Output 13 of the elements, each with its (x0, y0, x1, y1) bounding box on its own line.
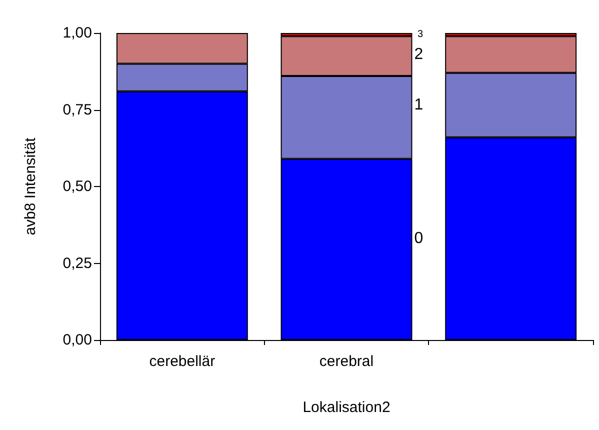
y-tick-label: 0,50 (62, 178, 92, 195)
x-tick-label: cerebral (319, 353, 374, 370)
x-axis-title: Lokalisation2 (302, 399, 390, 416)
y-tick-label: 1,00 (62, 24, 92, 42)
series-label: 0 (414, 230, 424, 248)
y-tick-label: 0,00 (62, 332, 92, 348)
y-axis-title: avb8 Intensität (22, 136, 39, 236)
y-tick-label: 0,25 (62, 254, 92, 272)
x-tick-label: cerebellär (149, 353, 216, 370)
series-label: 3 (418, 29, 424, 40)
y-tick-label: 0,75 (62, 101, 92, 118)
series-label: 2 (414, 46, 424, 63)
series-label: 1 (414, 96, 424, 114)
